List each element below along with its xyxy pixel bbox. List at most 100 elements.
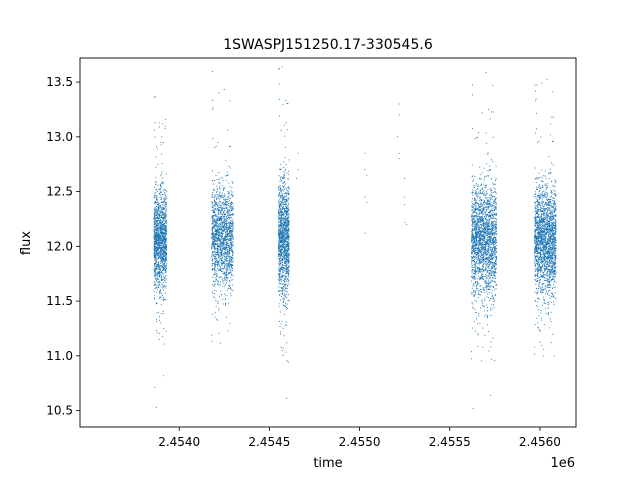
data-point bbox=[162, 247, 164, 249]
data-point bbox=[226, 274, 228, 276]
data-point bbox=[278, 214, 280, 216]
data-point bbox=[214, 263, 216, 265]
data-point bbox=[225, 270, 228, 272]
data-point bbox=[286, 342, 288, 344]
data-point bbox=[485, 72, 487, 74]
data-point bbox=[286, 255, 288, 257]
data-point bbox=[279, 235, 281, 237]
data-point bbox=[217, 211, 220, 213]
data-point bbox=[156, 265, 158, 267]
data-point bbox=[286, 227, 288, 229]
data-point bbox=[161, 209, 163, 211]
data-point bbox=[277, 210, 280, 212]
data-point bbox=[228, 249, 230, 252]
data-point bbox=[228, 216, 230, 218]
data-point bbox=[232, 235, 234, 238]
data-point bbox=[157, 227, 159, 229]
data-point bbox=[163, 198, 165, 200]
data-point bbox=[229, 197, 231, 199]
data-point bbox=[279, 263, 282, 265]
data-point bbox=[285, 287, 287, 289]
data-point bbox=[282, 268, 284, 270]
data-point bbox=[224, 263, 226, 265]
data-point bbox=[228, 210, 230, 212]
data-point bbox=[159, 292, 161, 294]
data-point bbox=[219, 232, 221, 234]
data-point bbox=[163, 254, 165, 256]
data-point bbox=[478, 203, 480, 206]
data-point bbox=[221, 229, 223, 231]
data-point bbox=[229, 262, 231, 264]
data-point bbox=[165, 282, 167, 284]
data-point bbox=[278, 216, 280, 218]
data-point bbox=[480, 229, 482, 231]
data-point bbox=[280, 212, 282, 214]
data-point bbox=[213, 225, 216, 228]
data-point bbox=[288, 215, 290, 218]
data-point bbox=[232, 213, 234, 215]
data-point bbox=[224, 218, 226, 220]
data-point bbox=[154, 96, 156, 98]
data-point bbox=[160, 286, 162, 288]
data-point bbox=[214, 316, 216, 318]
data-point bbox=[278, 98, 280, 100]
data-point bbox=[281, 259, 284, 261]
data-point bbox=[162, 204, 164, 206]
data-point bbox=[217, 283, 219, 285]
data-point bbox=[214, 264, 216, 267]
data-point bbox=[279, 277, 281, 280]
data-point bbox=[155, 243, 158, 245]
data-point bbox=[157, 273, 159, 275]
data-point bbox=[222, 190, 224, 192]
data-point bbox=[156, 229, 158, 231]
data-point bbox=[214, 204, 216, 206]
data-point bbox=[212, 216, 214, 218]
data-point bbox=[211, 210, 213, 212]
data-point bbox=[489, 235, 491, 237]
data-point bbox=[226, 289, 228, 291]
data-point bbox=[228, 255, 230, 257]
data-point bbox=[489, 249, 492, 251]
data-point bbox=[492, 298, 495, 300]
data-point bbox=[157, 213, 159, 215]
data-point bbox=[218, 172, 220, 174]
data-point bbox=[220, 243, 223, 245]
data-point bbox=[219, 196, 221, 198]
data-point bbox=[212, 99, 214, 101]
data-point bbox=[159, 296, 161, 298]
data-point bbox=[217, 261, 219, 263]
data-point bbox=[153, 254, 155, 257]
data-point bbox=[217, 248, 219, 250]
data-point bbox=[159, 216, 161, 218]
data-point bbox=[165, 278, 167, 280]
data-point bbox=[287, 226, 289, 228]
data-point bbox=[163, 216, 165, 218]
data-point bbox=[225, 294, 227, 296]
data-point bbox=[474, 223, 476, 225]
data-point bbox=[155, 234, 157, 236]
data-point bbox=[285, 244, 287, 246]
data-point bbox=[156, 278, 158, 280]
data-point bbox=[162, 227, 164, 229]
data-point bbox=[471, 164, 473, 166]
data-point bbox=[278, 224, 281, 226]
data-point bbox=[157, 242, 159, 244]
data-point bbox=[286, 235, 288, 237]
data-point bbox=[215, 229, 217, 231]
data-point bbox=[478, 191, 480, 193]
data-point bbox=[284, 280, 286, 283]
data-point bbox=[287, 300, 289, 302]
data-point bbox=[160, 144, 162, 146]
data-point bbox=[227, 202, 229, 205]
data-point bbox=[226, 257, 228, 260]
data-point bbox=[220, 222, 222, 224]
data-point bbox=[230, 221, 232, 223]
data-point bbox=[279, 256, 281, 259]
data-point bbox=[154, 297, 156, 299]
data-point bbox=[163, 200, 165, 202]
data-point bbox=[228, 252, 231, 254]
data-point bbox=[159, 256, 161, 258]
data-point bbox=[279, 247, 281, 249]
data-point bbox=[224, 265, 226, 267]
data-point bbox=[213, 274, 215, 276]
